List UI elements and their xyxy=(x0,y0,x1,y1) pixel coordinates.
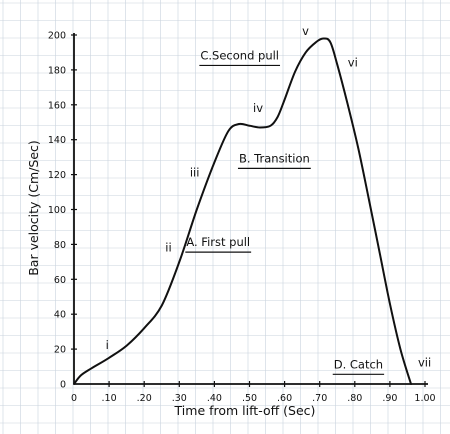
x-tick-label: .50 xyxy=(242,393,257,404)
x-tick-label: 0 xyxy=(71,393,77,404)
phase-point-label: vii xyxy=(418,356,431,370)
y-tick-label: 200 xyxy=(48,31,66,42)
phase-point-label: v xyxy=(302,24,309,38)
tick-marks xyxy=(71,34,426,387)
x-tick-label: .20 xyxy=(137,393,152,404)
y-tick-label: 160 xyxy=(48,100,66,111)
y-tick-label: 60 xyxy=(54,275,66,286)
phase-point-label: vi xyxy=(348,55,358,69)
x-tick-label: .10 xyxy=(102,393,117,404)
y-tick-label: 100 xyxy=(48,205,66,216)
y-tick-label: 80 xyxy=(54,240,66,251)
axes xyxy=(73,33,428,385)
phase-label: C.Second pull xyxy=(200,48,279,62)
x-tick-label: .70 xyxy=(312,393,327,404)
phase-label: B. Transition xyxy=(239,151,310,165)
y-tick-label: 120 xyxy=(48,170,66,181)
tick-labels: 0 .10 .20 .30 .40 .50 .60 .70 .80 .90 1.00 0 20 40 60 8… xyxy=(48,31,436,405)
x-tick-label: 1.00 xyxy=(414,393,435,404)
x-tick-label: .60 xyxy=(277,393,292,404)
y-tick-label: 0 xyxy=(60,380,66,391)
x-tick-label: .30 xyxy=(172,393,187,404)
phase-point-label: i xyxy=(106,338,109,352)
x-tick-label: .80 xyxy=(347,393,362,404)
y-tick-label: 140 xyxy=(48,135,66,146)
phase-point-label: iv xyxy=(253,101,263,115)
y-tick-label: 20 xyxy=(54,345,66,356)
phase-label: D. Catch xyxy=(334,357,383,371)
phase-point-label: ii xyxy=(165,240,171,254)
y-axis-label: Bar velocity (Cm/Sec) xyxy=(26,140,41,276)
x-tick-label: .90 xyxy=(382,393,397,404)
phase-point-label: iii xyxy=(190,165,200,179)
y-tick-label: 40 xyxy=(54,310,66,321)
y-tick-label: 180 xyxy=(48,65,66,76)
velocity-curve xyxy=(73,37,412,385)
x-axis-label: Time from lift-off (Sec) xyxy=(174,403,316,418)
phase-label: A. First pull xyxy=(186,235,250,249)
x-tick-label: .40 xyxy=(207,393,222,404)
